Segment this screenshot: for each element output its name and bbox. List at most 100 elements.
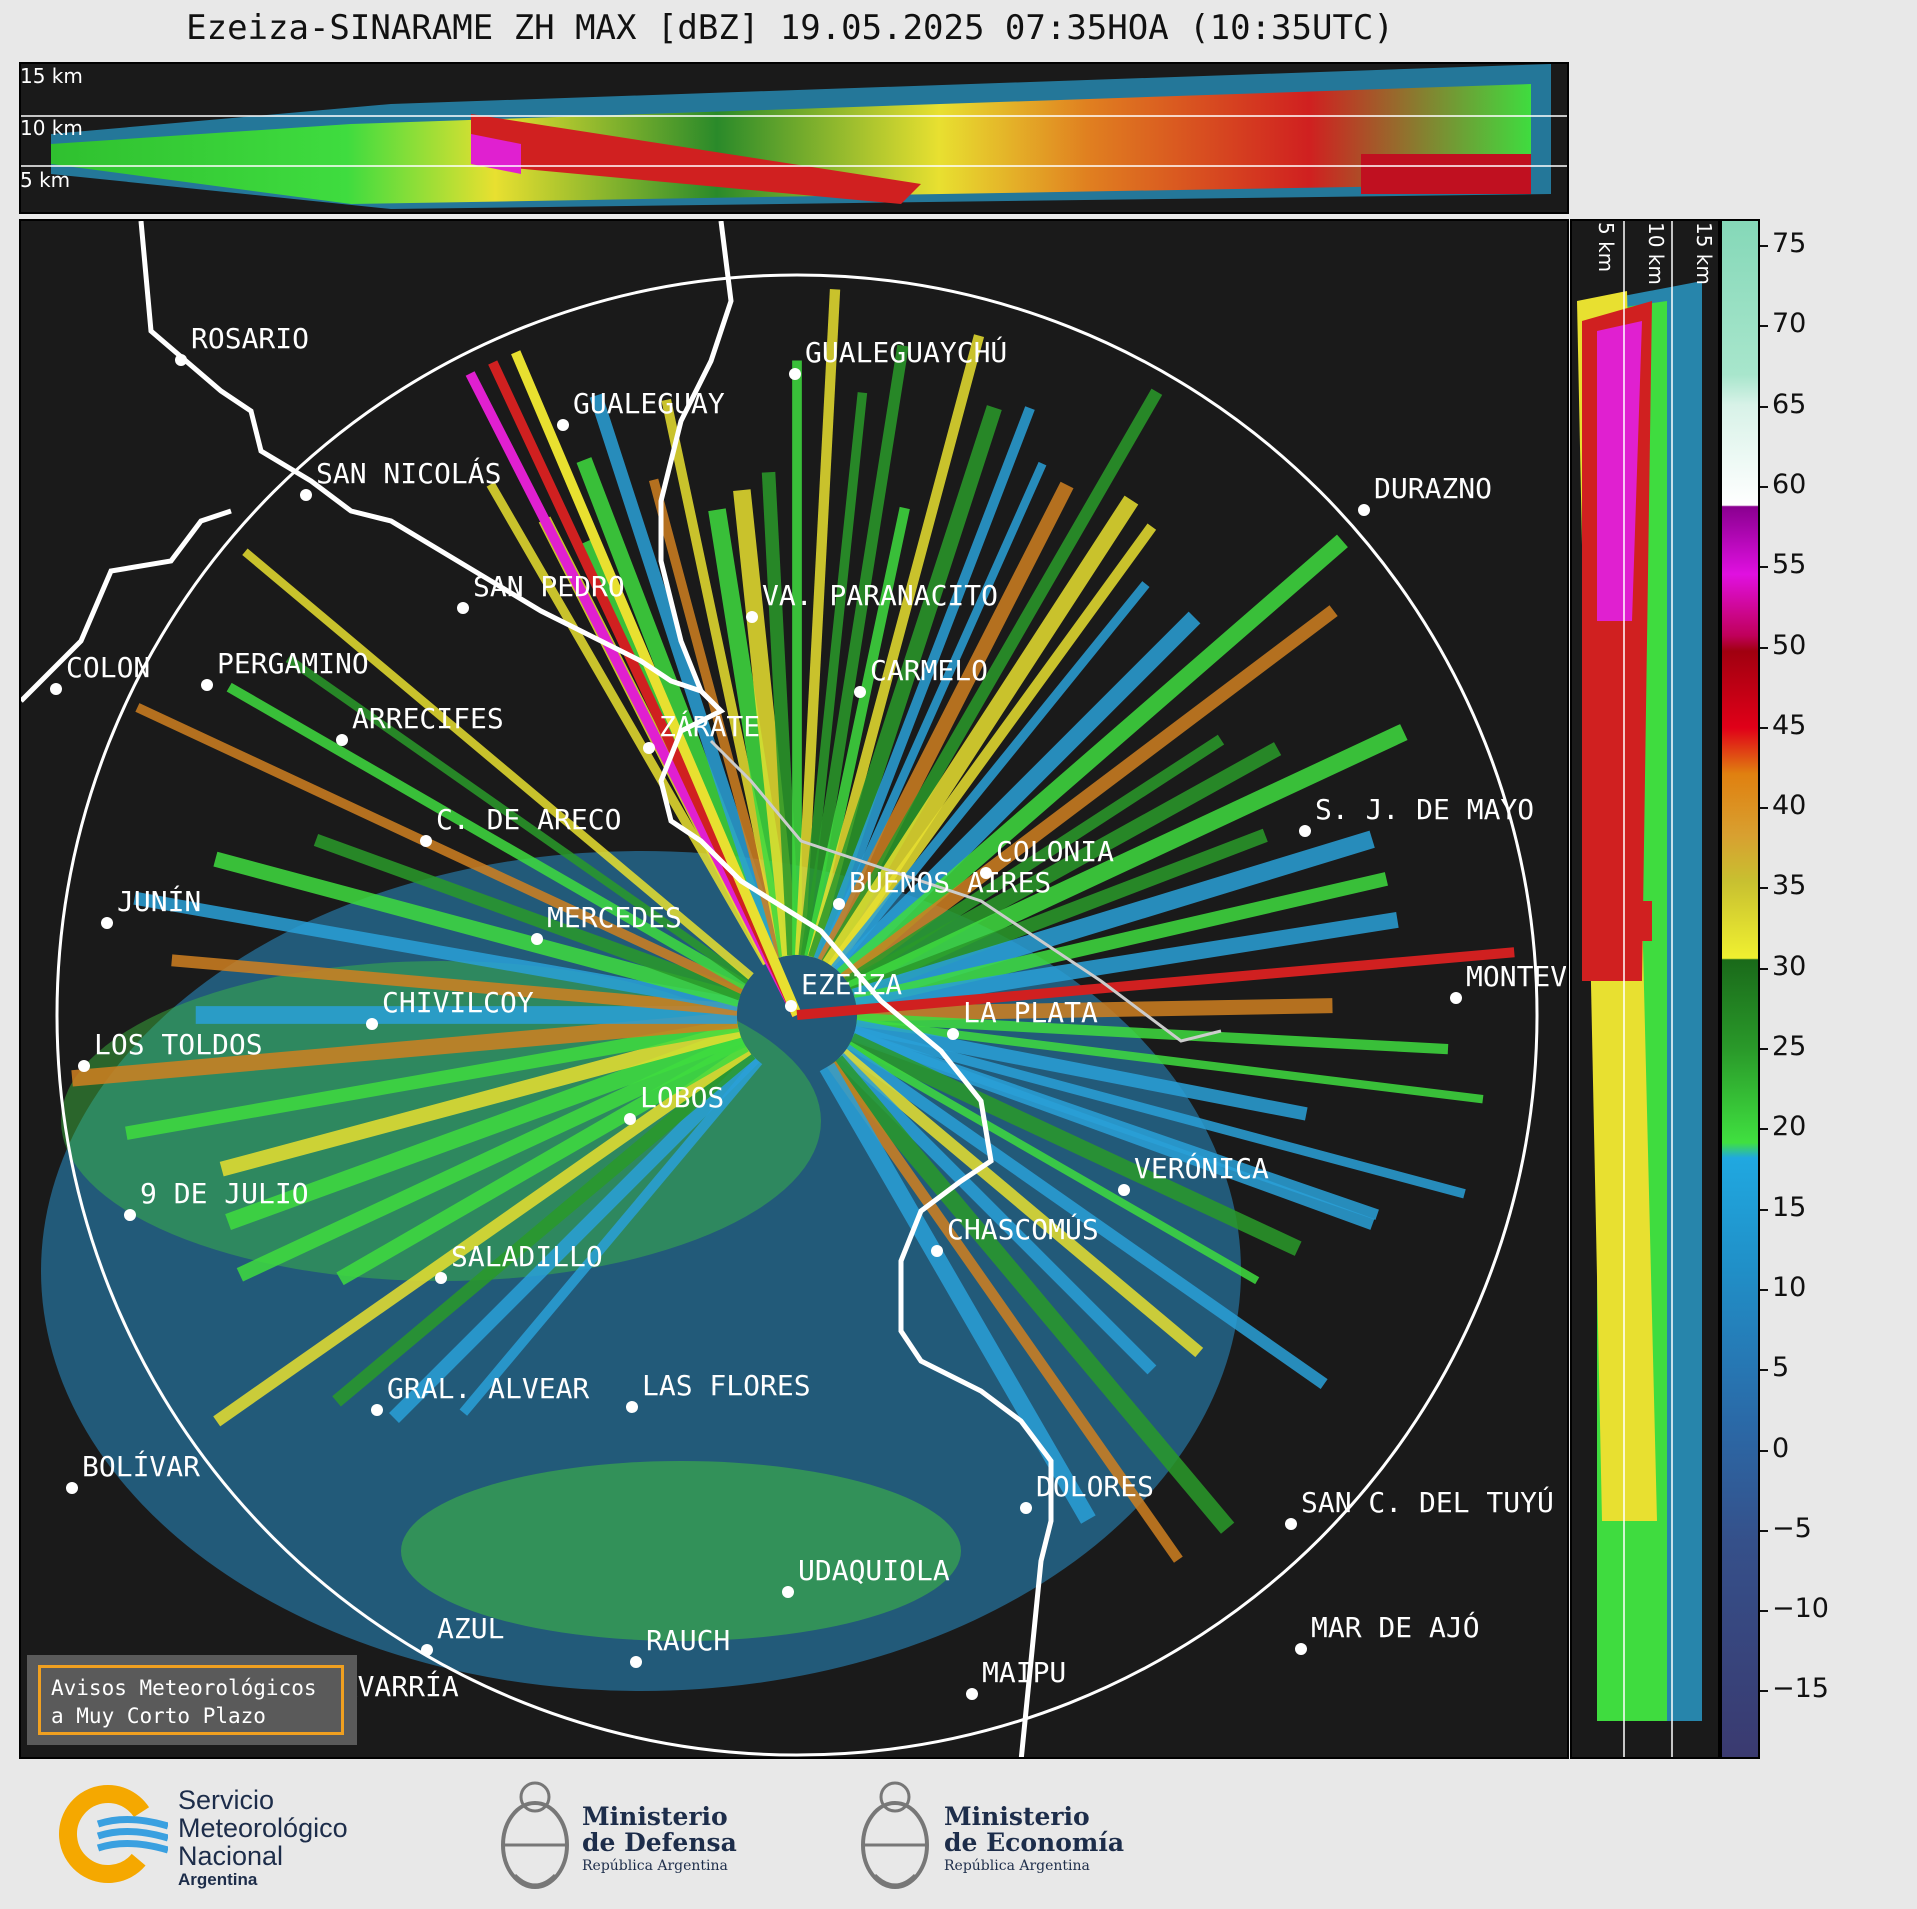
city-marker xyxy=(78,1060,90,1072)
city-label: SAN NICOLÁS xyxy=(316,457,502,490)
echo-ray xyxy=(648,478,787,959)
economia-coat-of-arms-icon xyxy=(861,1781,929,1889)
smn-line-4: Argentina xyxy=(178,1870,258,1889)
city-marker xyxy=(50,683,62,695)
city-label: 9 DE JULIO xyxy=(140,1177,309,1210)
city-label: UDAQUIOLA xyxy=(798,1554,950,1587)
echo-ray xyxy=(486,482,771,966)
colorbar-tick-label: 50 xyxy=(1772,629,1807,661)
colorbar-tick-mark xyxy=(1760,1369,1768,1372)
smn-line-1: Servicio xyxy=(178,1785,275,1815)
side-cross-section-panel xyxy=(1570,219,1720,1759)
city-marker xyxy=(124,1209,136,1221)
defensa-line-2: de Defensa xyxy=(582,1828,737,1857)
city-label: MAIPU xyxy=(982,1656,1067,1689)
echo-ray xyxy=(850,828,1268,1000)
echo-ray xyxy=(839,1048,1204,1358)
echo-ray xyxy=(71,1012,738,1087)
city-label: EZEIZA xyxy=(801,968,903,1001)
smn-logo-icon xyxy=(59,1785,168,1883)
city-label: CARMELO xyxy=(870,654,989,687)
echo-ray xyxy=(845,742,1282,993)
echo-ray xyxy=(313,833,743,1001)
top-altitude-label-15km: 15 km xyxy=(20,64,83,88)
range-ring xyxy=(55,273,1539,1757)
warning-line-1: Avisos Meteorológicos xyxy=(51,1676,317,1700)
city-marker xyxy=(966,1688,978,1700)
city-label: JUNÍN xyxy=(117,885,202,918)
colorbar-tick-label: 55 xyxy=(1772,549,1807,581)
echo-ray xyxy=(844,734,1225,988)
colorbar-tick-label: 20 xyxy=(1772,1111,1807,1143)
colorbar-tick-mark xyxy=(1760,1288,1768,1291)
echo-ray xyxy=(835,1053,1157,1375)
echo-ray xyxy=(171,954,738,1016)
echo-ray xyxy=(236,1033,746,1282)
city-marker xyxy=(557,419,569,431)
smn-logo-text: Servicio Meteorológico Nacional Argentin… xyxy=(178,1786,348,1890)
colorbar-tick-mark xyxy=(1760,1128,1768,1131)
echo-ray xyxy=(213,1044,752,1427)
colorbar-tick-mark xyxy=(1760,1449,1768,1452)
city-label: VERÓNICA xyxy=(1134,1152,1269,1185)
echo-ray xyxy=(851,830,1375,1007)
echo-ray xyxy=(836,534,1348,982)
city-label: COLON xyxy=(66,651,151,684)
echo-ray xyxy=(576,457,783,962)
echo-ray xyxy=(800,344,909,957)
colorbar-tick-label: 25 xyxy=(1772,1031,1807,1062)
echo-ray xyxy=(817,481,1074,965)
echo-ray xyxy=(798,392,868,956)
city-label: DURAZNO xyxy=(1374,472,1493,505)
city-marker xyxy=(854,686,866,698)
colorbar-tick-mark xyxy=(1760,807,1768,810)
city-label: SAN C. DEL TUYÚ xyxy=(1301,1486,1554,1519)
colorbar-tick-mark xyxy=(1760,485,1768,488)
warning-box[interactable]: Avisos Meteorológicos a Muy Corto Plazo xyxy=(38,1665,344,1735)
echo-ray xyxy=(242,548,754,980)
city-marker xyxy=(1020,1502,1032,1514)
city-label: RAUCH xyxy=(646,1624,731,1657)
colorbar-tick-mark xyxy=(1760,887,1768,890)
echo-ray xyxy=(813,406,1035,961)
echo-ray xyxy=(285,655,751,984)
echo-ray xyxy=(842,1044,1328,1390)
city-marker xyxy=(366,1018,378,1030)
economia-line-2: de Economía xyxy=(944,1828,1125,1857)
echo-ray xyxy=(135,703,745,994)
echo-ray xyxy=(817,461,1047,962)
echo-ray xyxy=(133,891,740,1011)
colorbar-tick-label: 0 xyxy=(1772,1432,1790,1464)
smn-line-3: Nacional xyxy=(178,1841,284,1871)
colorbar-tick-mark xyxy=(1760,566,1768,569)
colorbar-tick-label: 70 xyxy=(1772,308,1807,340)
city-label: GUALEGUAY xyxy=(573,387,725,420)
echo-ray xyxy=(733,489,800,957)
city-label: MERCEDES xyxy=(547,901,682,934)
city-marker xyxy=(785,1000,797,1012)
city-marker xyxy=(630,1656,642,1668)
echo-ray xyxy=(804,506,910,958)
city-marker xyxy=(643,742,655,754)
echo-ray xyxy=(833,611,1201,979)
city-label: BOLÍVAR xyxy=(82,1450,201,1483)
radar-ray-layer xyxy=(71,289,1515,1563)
city-label: VA. PARANACITO xyxy=(762,579,999,612)
echo-ray xyxy=(226,682,748,990)
echo-ray-strong xyxy=(511,350,802,1017)
defensa-logo-text: Ministerio de Defensa República Argentin… xyxy=(582,1804,737,1876)
city-label: LA PLATA xyxy=(963,996,1098,1029)
top-altitude-label-5km: 5 km xyxy=(20,168,71,192)
city-label: S. J. DE MAYO xyxy=(1315,793,1535,826)
echo-ray-strong xyxy=(796,947,1515,1020)
colorbar-tick-mark xyxy=(1760,405,1768,408)
echo-ray xyxy=(855,912,1399,1014)
echo-ray xyxy=(808,405,1002,961)
echo-ray xyxy=(827,1061,1183,1563)
city-marker xyxy=(1299,825,1311,837)
radar-map-panel xyxy=(19,219,1569,1759)
city-label: LOS TOLDOS xyxy=(94,1028,263,1061)
city-marker xyxy=(1450,992,1462,1004)
economia-line-3: República Argentina xyxy=(944,1858,1090,1874)
echo-ray xyxy=(219,1023,741,1177)
